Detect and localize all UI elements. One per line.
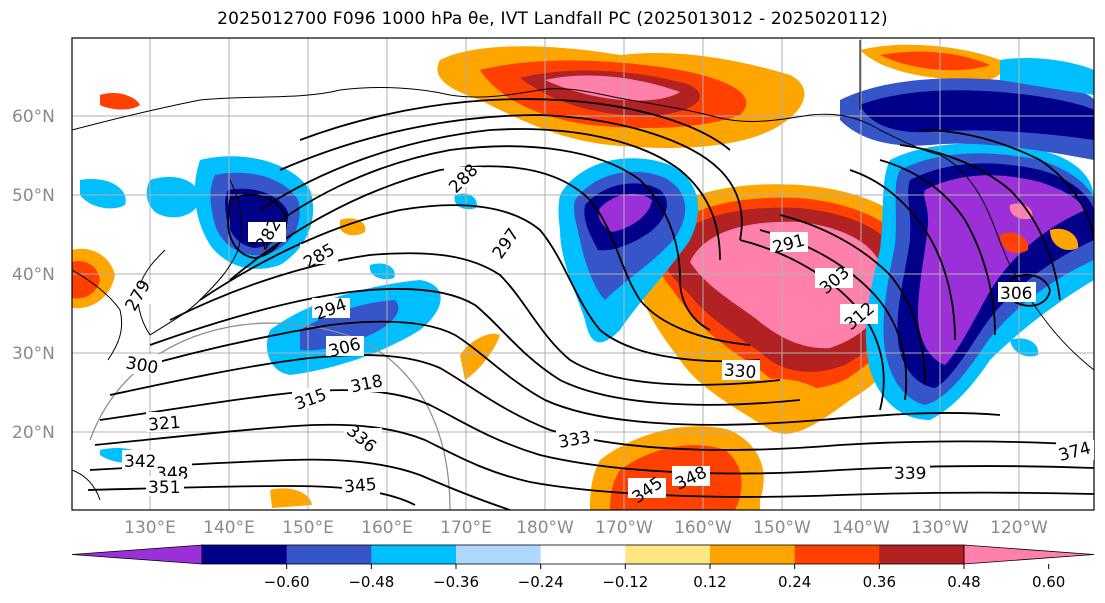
colorbar-tick-label: 0.48	[947, 573, 980, 591]
contour-lines	[87, 98, 1094, 510]
colorbar-segment	[879, 545, 965, 564]
colorbar-tick-label: 0.12	[693, 573, 726, 591]
colorbar-tick-label: −0.36	[433, 573, 479, 591]
lat-label: 60°N	[12, 107, 55, 127]
lat-label: 50°N	[12, 186, 55, 206]
lon-label: 170°E	[440, 518, 492, 538]
colorbar-segment	[456, 545, 542, 564]
contour-label: 339	[894, 464, 926, 484]
lon-label: 180°W	[516, 518, 574, 538]
colorbar-extend-high	[963, 544, 1095, 565]
longitude-labels: 130°E 140°E 150°E 160°E 170°E 180°W 170°…	[124, 518, 1048, 538]
colorbar-segment	[202, 545, 288, 564]
lon-label: 120°W	[990, 518, 1048, 538]
map-title: 2025012700 F096 1000 hPa θe, IVT Landfal…	[217, 9, 888, 29]
lon-label: 140°W	[832, 518, 890, 538]
colorbar-extend-low	[71, 544, 203, 565]
colorbar-segment	[540, 545, 626, 564]
colorbar-frame	[201, 544, 965, 565]
lat-label: 30°N	[12, 344, 55, 364]
lon-label: 150°W	[753, 518, 811, 538]
colorbar-tick-label: 0.60	[1032, 573, 1065, 591]
lon-label: 160°W	[674, 518, 732, 538]
contour-label: 351	[148, 478, 180, 498]
lon-label: 170°W	[595, 518, 653, 538]
lon-label: 140°E	[203, 518, 255, 538]
lon-label: 130°E	[124, 518, 176, 538]
lon-label: 160°E	[361, 518, 413, 538]
latitude-labels: 60°N 50°N 40°N 30°N 20°N	[12, 107, 55, 443]
lon-label: 130°W	[911, 518, 969, 538]
colorbar-segment	[794, 545, 880, 564]
lat-label: 40°N	[12, 265, 55, 285]
colorbar-tick-label: −0.48	[348, 573, 394, 591]
lon-label: 150°E	[282, 518, 334, 538]
contour-label: 321	[147, 413, 181, 436]
contour-label: 306	[1000, 284, 1032, 304]
colorbar-tick-label: −0.24	[518, 573, 564, 591]
colorbar-segment	[710, 545, 796, 564]
colorbar-segment	[625, 545, 711, 564]
colorbar-tick-label: −0.60	[264, 573, 310, 591]
colorbar-segment	[371, 545, 457, 564]
colorbar-segment	[286, 545, 372, 564]
lat-label: 20°N	[12, 423, 55, 443]
colorbar-tick-label: −0.12	[602, 573, 648, 591]
colorbar: −0.60 −0.48 −0.36 −0.24 −0.12 0.12 0.24 0.36 0.4…	[71, 544, 1095, 591]
contour-label: 342	[124, 452, 156, 472]
colorbar-tick-label: 0.36	[863, 573, 896, 591]
colorbar-tick-label: 0.24	[778, 573, 811, 591]
contour-label: 345	[343, 475, 377, 498]
plot-frame	[71, 37, 1095, 511]
contour-label: 330	[723, 360, 757, 383]
